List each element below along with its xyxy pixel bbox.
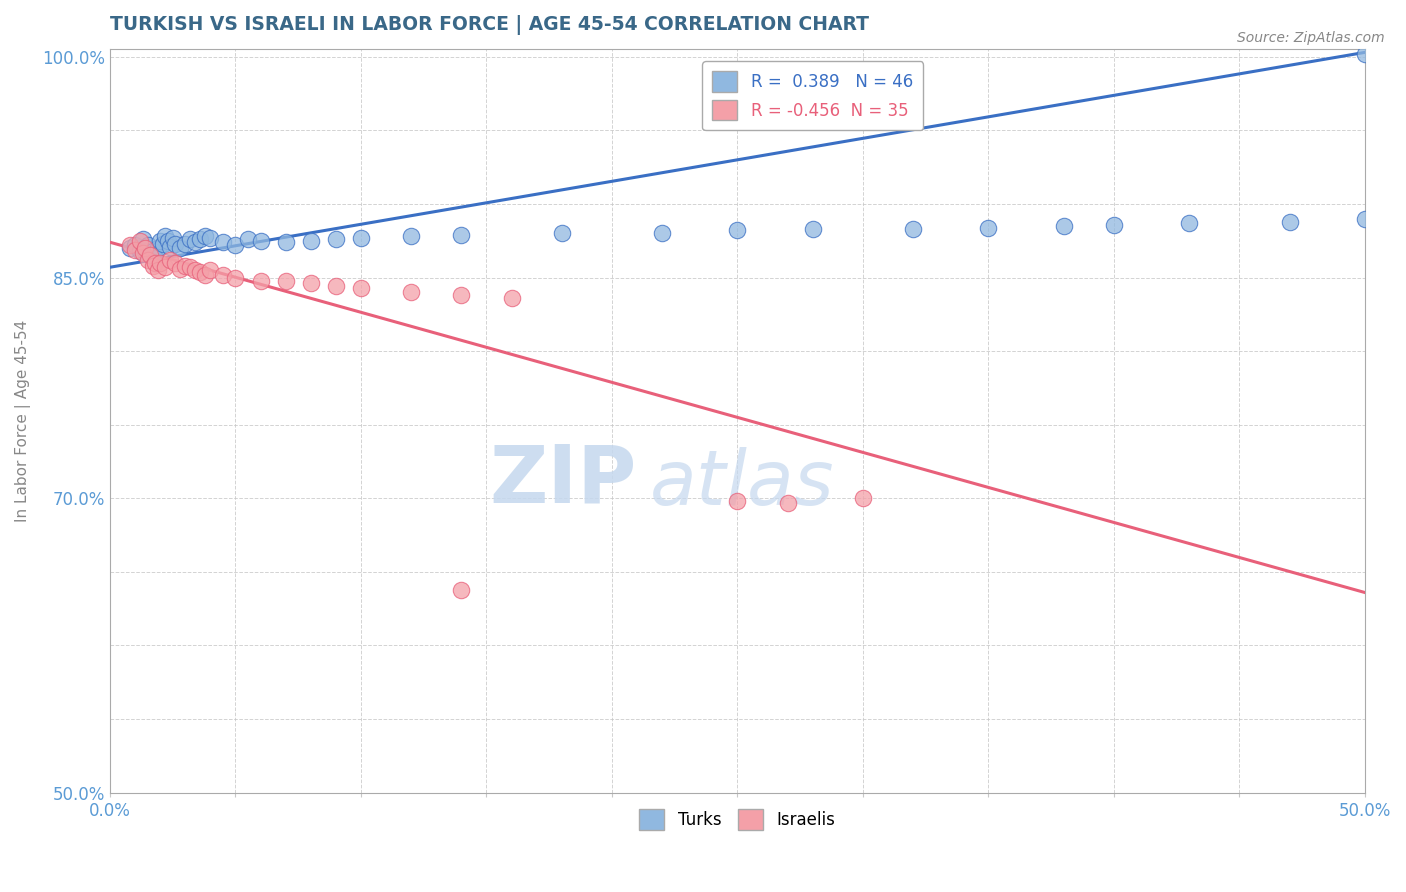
Point (142, 259, 165, 273)
Point (169, 241, 191, 255)
Legend: Turks, Israelis: Turks, Israelis (633, 803, 842, 837)
Point (299, 234, 322, 248)
Point (165, 236, 187, 251)
Point (118, 238, 141, 252)
Y-axis label: In Labor Force | Age 45-54: In Labor Force | Age 45-54 (15, 320, 31, 522)
Point (146, 263, 169, 277)
Point (299, 277, 322, 291)
Point (188, 265, 211, 279)
Point (1354, 211, 1376, 226)
Point (134, 244, 156, 258)
Point (136, 252, 159, 267)
Point (224, 270, 246, 285)
Point (325, 232, 347, 246)
Point (450, 227, 472, 242)
Point (153, 260, 176, 275)
Point (725, 494, 748, 508)
Point (131, 232, 153, 246)
Point (188, 232, 211, 246)
Point (274, 273, 297, 287)
Point (200, 263, 222, 277)
Point (200, 231, 222, 245)
Point (174, 259, 197, 273)
Point (801, 222, 824, 236)
Point (139, 248, 162, 262)
Text: Source: ZipAtlas.com: Source: ZipAtlas.com (1237, 31, 1385, 45)
Point (350, 231, 373, 245)
Point (124, 243, 146, 257)
Point (129, 244, 152, 258)
Point (1053, 219, 1076, 233)
Text: TURKISH VS ISRAELI IN LABOR FORCE | AGE 45-54 CORRELATION CHART: TURKISH VS ISRAELI IN LABOR FORCE | AGE … (110, 15, 869, 35)
Point (143, 256, 166, 270)
Point (169, 261, 191, 276)
Point (1102, 218, 1125, 232)
Point (212, 235, 235, 250)
Point (184, 235, 207, 250)
Point (174, 236, 197, 251)
Point (501, 291, 523, 305)
Point (399, 229, 422, 244)
Text: atlas: atlas (650, 447, 834, 521)
Point (236, 232, 259, 246)
Point (184, 263, 207, 277)
Point (212, 268, 235, 282)
Point (1354, 46, 1376, 61)
Point (159, 240, 181, 254)
Point (194, 268, 217, 282)
Point (399, 285, 422, 300)
Point (224, 238, 246, 252)
Point (194, 229, 217, 244)
Point (1178, 216, 1201, 230)
Point (118, 241, 141, 255)
Point (131, 245, 153, 260)
Point (139, 248, 162, 262)
Point (143, 252, 166, 266)
Point (725, 223, 748, 237)
Point (162, 231, 184, 245)
Point (249, 273, 271, 287)
Point (852, 491, 875, 506)
Text: ZIP: ZIP (489, 442, 637, 519)
Point (651, 227, 673, 241)
Point (450, 288, 472, 302)
Point (149, 256, 172, 270)
Point (152, 236, 174, 251)
Point (350, 281, 373, 295)
Point (274, 235, 297, 250)
Point (901, 222, 924, 236)
Point (146, 241, 169, 255)
Point (325, 279, 347, 293)
Point (159, 252, 181, 267)
Point (149, 234, 172, 248)
Point (551, 227, 574, 241)
Point (136, 238, 159, 252)
Point (134, 241, 156, 255)
Point (165, 256, 187, 270)
Point (249, 234, 271, 248)
Point (179, 260, 201, 275)
Point (977, 220, 1000, 235)
Point (179, 232, 201, 246)
Point (156, 234, 179, 248)
Point (124, 238, 146, 252)
Point (450, 582, 472, 597)
Point (142, 244, 165, 258)
Point (1278, 214, 1301, 228)
Point (153, 229, 176, 244)
Point (129, 234, 152, 248)
Point (776, 496, 799, 510)
